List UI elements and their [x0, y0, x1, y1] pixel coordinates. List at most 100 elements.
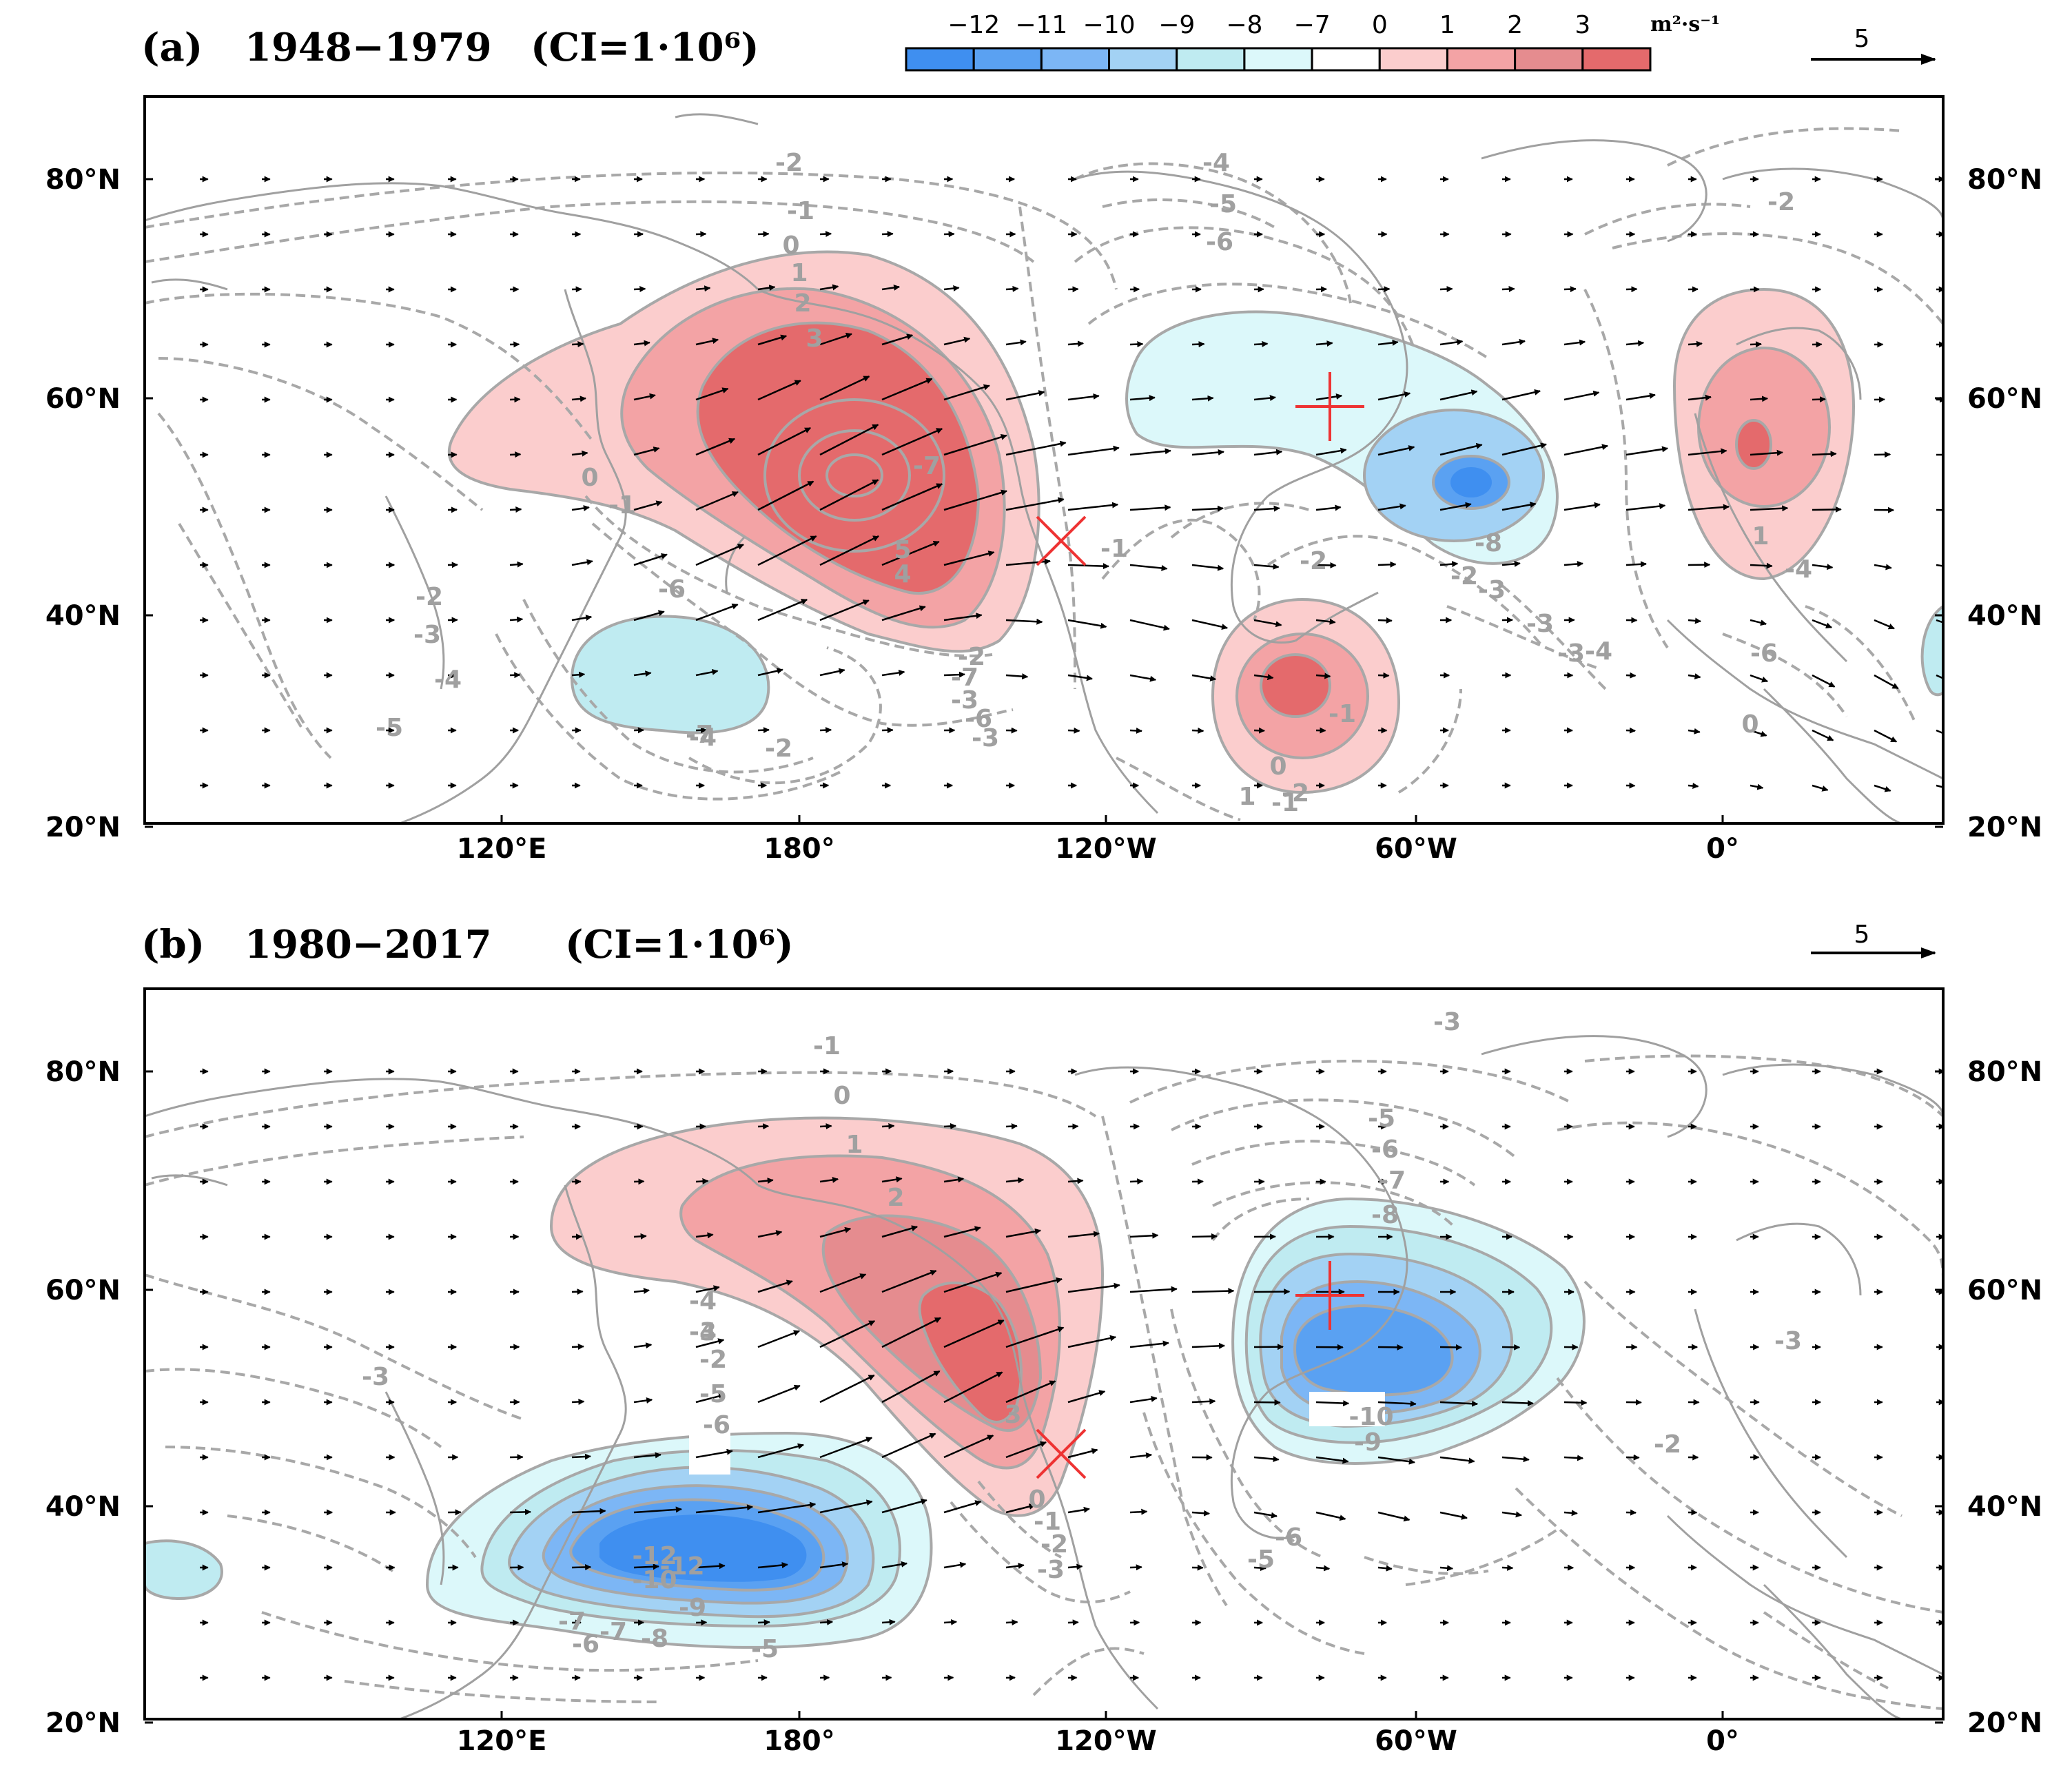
flux-vector: [1750, 341, 1763, 348]
flux-vector: [943, 1435, 994, 1459]
flux-vector: [1315, 340, 1333, 347]
contour-label-text: -4: [434, 666, 462, 694]
contour-label-text: -6: [1750, 639, 1778, 668]
panel-a: (a) 1948−1979 (CI=1·10⁶) −12 −11 −10 −9 −8 −7…: [141, 11, 1945, 825]
flux-vector: [1067, 727, 1080, 734]
flux-vector: [1129, 504, 1171, 511]
flux-vector: [1812, 564, 1834, 571]
flux-vector: [1005, 1563, 1025, 1570]
contour-label: -6: [1750, 639, 1778, 668]
flux-vector: [633, 446, 660, 456]
contour-label: -5: [376, 714, 403, 742]
panel-b-frame: [143, 987, 1945, 1720]
contour-label-text: -5: [1247, 1545, 1275, 1574]
contour-label: -3: [689, 1318, 717, 1346]
flux-vector: [1005, 1380, 1056, 1404]
lon-tick-label: 0°: [1706, 833, 1739, 865]
colorbar-box: [1378, 47, 1448, 72]
flux-vector: [1129, 395, 1156, 402]
contour-label: -3: [1774, 1327, 1802, 1355]
panel-b-markers: [1036, 1261, 1364, 1479]
flux-vector: [1688, 340, 1703, 347]
flux-vector: [1129, 448, 1171, 456]
flux-vector: [1067, 1390, 1106, 1404]
panel-b-coastlines: [145, 1035, 1943, 1719]
flux-vector: [1377, 339, 1399, 346]
flux-vector: [819, 599, 870, 622]
flux-vector: [757, 1619, 770, 1626]
contour-label-text: -8: [641, 1625, 668, 1653]
flux-vector: [943, 336, 971, 346]
lat-tick-label-right: 60°N: [1967, 383, 2042, 415]
flux-vector: [1439, 1400, 1479, 1407]
flux-vector: [1688, 673, 1701, 680]
flux-vector: [1501, 560, 1521, 567]
flux-vector: [1253, 619, 1282, 628]
flux-vector: [633, 610, 665, 622]
flux-vector: [695, 1338, 725, 1348]
flux-vector: [881, 669, 905, 677]
lat-tick-label-right: 20°N: [1967, 1707, 2042, 1739]
flux-vector: [509, 561, 524, 568]
colorbar: −12 −11 −10 −9 −8 −7 0 1 2 3 m²·s⁻¹: [905, 11, 1720, 72]
flux-vector: [1750, 674, 1769, 683]
flux-vector: [1129, 341, 1144, 348]
flux-vector: [1439, 442, 1483, 456]
flux-vector: [943, 1122, 957, 1129]
flux-vector: [1129, 1395, 1158, 1404]
panel-a-low-atlantic-edge: [1920, 604, 1943, 697]
flux-vector: [1067, 1231, 1100, 1238]
contour-label-text: -2: [1282, 779, 1309, 808]
contour-label-text: -3: [413, 621, 441, 649]
flux-vector: [1315, 1511, 1346, 1521]
contour-label-text: 0: [581, 464, 598, 492]
flux-vector: [757, 427, 812, 456]
flux-vector: [1005, 618, 1043, 625]
flux-vector: [1253, 727, 1265, 734]
flux-vector: [819, 1374, 875, 1404]
contour-label-text: -1: [1271, 789, 1299, 817]
flux-vector: [1191, 619, 1229, 630]
contour-label: 1: [1238, 783, 1255, 811]
contour-label: -1: [1271, 789, 1299, 817]
flux-vector: [1005, 1503, 1036, 1514]
panel-a-coastlines: [145, 113, 1943, 823]
colorbar-tick-label: 2: [1507, 11, 1523, 39]
flux-vector: [1315, 618, 1336, 625]
panel-b-low-westedge: [145, 1539, 223, 1601]
flux-vector: [1501, 1456, 1530, 1463]
contour-label: 0: [833, 1082, 850, 1110]
colorbar-box: [1581, 47, 1652, 72]
flux-vector: [943, 1319, 1005, 1348]
flux-vector: [1625, 503, 1666, 511]
panel-a-map: -2-10123540-1-2-3-4-5-6-7-3-4-5-6-7-8-2-…: [145, 113, 1943, 823]
flux-vector: [1750, 449, 1783, 456]
flux-vector: [1563, 339, 1586, 346]
lon-tick-label: 120°E: [457, 1725, 547, 1757]
flux-vector: [1501, 1400, 1534, 1407]
flux-vector: [1750, 729, 1767, 737]
flux-vector: [1191, 564, 1224, 571]
contour-label: -3: [1478, 576, 1506, 604]
contour-label: -6: [965, 705, 992, 733]
flux-vector: [1563, 1455, 1584, 1461]
contour-label-text: -6: [658, 575, 686, 604]
panel-a-markers: [1036, 372, 1364, 566]
contour-label: -3: [972, 724, 999, 752]
flux-vector: [1005, 1326, 1065, 1348]
contour-label: -12: [632, 1542, 677, 1570]
colorbar-box: [1311, 47, 1381, 72]
flux-vector: [1005, 440, 1067, 456]
contour-label: -4: [689, 1318, 717, 1346]
contour-label-text: 1: [790, 259, 808, 287]
contour-label-text: -7: [1378, 1167, 1406, 1195]
flux-vector: [943, 1271, 1003, 1293]
flux-vector: [633, 340, 650, 347]
flux-vector: [1129, 1564, 1142, 1571]
flux-vector: [943, 1371, 1003, 1404]
contour-label-text: -2: [416, 583, 443, 611]
flux-vector: [1750, 505, 1789, 512]
flux-vector: [1812, 506, 1842, 513]
flux-vector: [1377, 1565, 1393, 1572]
flux-vector: [1874, 784, 1891, 792]
